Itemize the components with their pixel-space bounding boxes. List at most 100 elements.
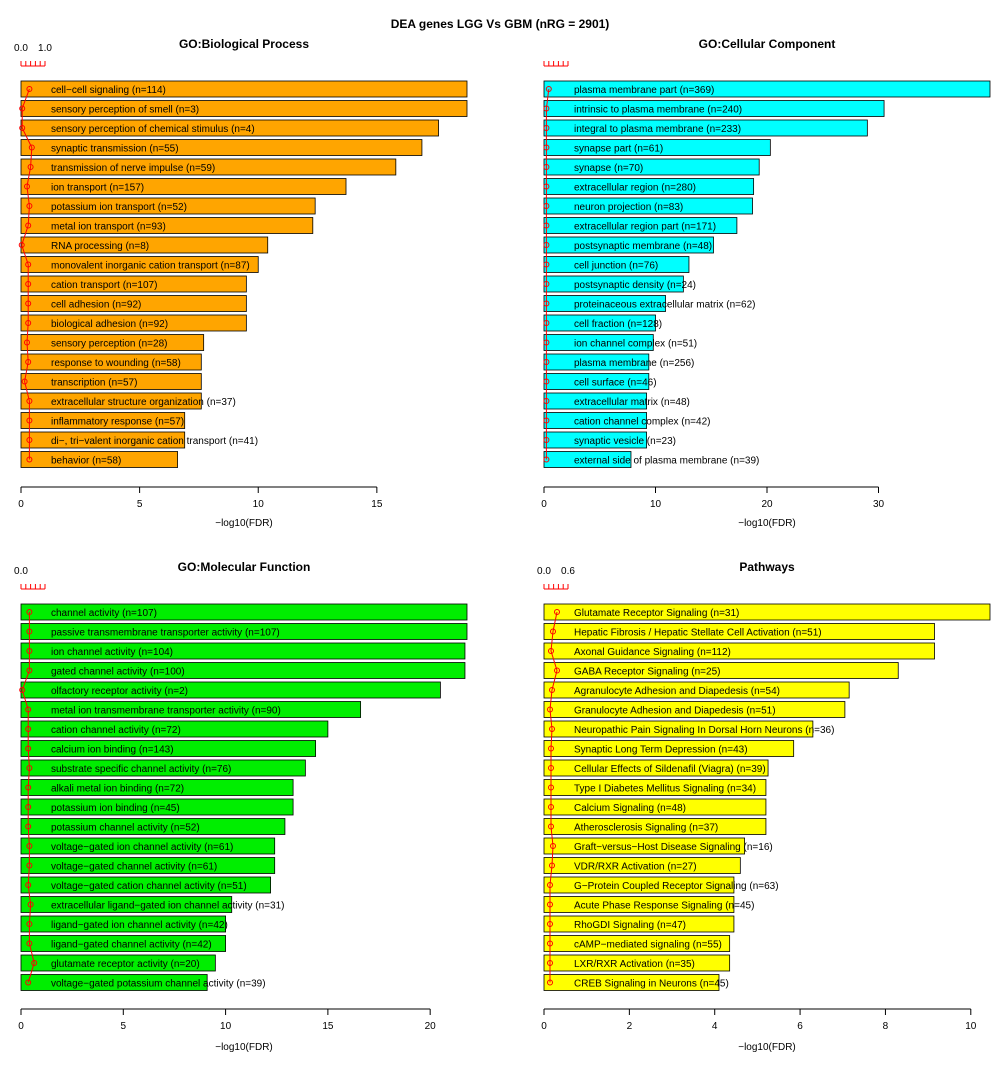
bar-label: gated channel activity (n=100) <box>51 667 185 678</box>
ratio-line <box>21 88 33 460</box>
x-tick-label: 0 <box>18 499 24 510</box>
bar-label: ligand−gated channel activity (n=42) <box>51 940 212 951</box>
bar-label: glutamate receptor activity (n=20) <box>51 959 200 970</box>
ratio-line <box>545 88 550 460</box>
x-tick-label: 10 <box>965 1021 977 1032</box>
ratio-point <box>543 417 550 424</box>
ratio-line <box>21 612 35 983</box>
bar <box>543 779 767 796</box>
ratio-point <box>543 359 550 365</box>
ratio-point <box>548 823 554 830</box>
bar-label: calcium ion binding (n=143) <box>51 745 174 756</box>
ratio-point <box>26 667 33 674</box>
bar-label: intrinsic to plasma membrane (n=240) <box>574 105 742 116</box>
x-tick-label: 15 <box>371 499 383 510</box>
ratio-point <box>543 125 550 131</box>
bar-label: channel activity (n=107) <box>51 608 157 619</box>
bar-label: postsynaptic membrane (n=48) <box>574 241 712 252</box>
ratio-point <box>25 281 32 287</box>
ratio-point <box>549 687 555 693</box>
bar <box>20 837 276 855</box>
x-tick-label: 0 <box>541 1021 547 1032</box>
bar <box>20 759 306 777</box>
bar <box>20 217 314 234</box>
ratio-point <box>548 745 554 752</box>
bar <box>20 80 468 98</box>
ratio-point <box>25 261 32 268</box>
ratio-point <box>28 144 35 151</box>
bar-label: neuron projection (n=83) <box>574 202 683 213</box>
ratio-point <box>27 901 34 908</box>
panel-title: GO:Molecular Function <box>178 560 311 574</box>
ratio-point <box>547 960 553 966</box>
bar-label: CREB Signaling in Neurons (n=45) <box>574 979 729 990</box>
bar-label: ion channel activity (n=104) <box>51 647 173 658</box>
ratio-point <box>27 164 34 170</box>
ratio-point <box>24 339 30 346</box>
bar <box>543 915 735 933</box>
bar <box>543 759 769 777</box>
x-tick-label: 0 <box>541 499 547 510</box>
bar-label: substrate specific channel activity (n=7… <box>51 764 231 775</box>
bar <box>20 720 329 738</box>
bar-label: metal ion transport (n=93) <box>51 222 166 233</box>
ratio-point <box>549 726 555 732</box>
bar-label: GABA Receptor Signaling (n=25) <box>574 667 720 678</box>
bar <box>543 896 735 913</box>
x-tick-label: 20 <box>761 499 773 510</box>
ratio-point <box>26 456 33 463</box>
bar-label: cation channel activity (n=72) <box>51 725 181 736</box>
bar-label: olfactory receptor activity (n=2) <box>51 686 188 697</box>
bar <box>543 837 745 855</box>
bar <box>20 857 276 874</box>
bar <box>543 857 741 874</box>
ratio-line <box>549 611 558 983</box>
bar-label: extracellular region (n=280) <box>574 183 696 194</box>
bar-label: Neuropathic Pain Signaling In Dorsal Hor… <box>574 725 834 736</box>
ratio-point <box>26 609 33 615</box>
ratio-scale-label: 1.0 <box>38 43 52 54</box>
bar-label: extracellular ligand−gated ion channel a… <box>51 901 284 912</box>
x-tick-label: 10 <box>253 499 265 510</box>
bar <box>20 915 226 933</box>
bar-label: Acute Phase Response Signaling (n=45) <box>574 901 754 912</box>
ratio-point <box>543 398 550 404</box>
ratio-point <box>25 222 32 229</box>
ratio-point <box>548 784 554 791</box>
bar <box>20 100 468 117</box>
ratio-point <box>543 378 550 385</box>
ratio-point <box>26 628 33 635</box>
bar <box>20 275 247 293</box>
bar <box>543 642 935 660</box>
bar-label: biological adhesion (n=92) <box>51 319 168 330</box>
bar <box>20 623 468 640</box>
ratio-point <box>26 417 33 424</box>
bar-label: response to wounding (n=58) <box>51 358 181 369</box>
bar <box>20 974 208 991</box>
bar-label: potassium ion transport (n=52) <box>51 202 187 213</box>
x-tick-label: 10 <box>650 499 662 510</box>
bar <box>20 412 186 429</box>
ratio-point <box>547 921 553 927</box>
ratio-point <box>543 320 550 326</box>
ratio-point <box>25 706 32 713</box>
ratio-point <box>543 105 550 112</box>
bar-label: transmission of nerve impulse (n=59) <box>51 163 215 174</box>
ratio-point <box>26 398 33 404</box>
bar-label: synapse (n=70) <box>574 163 643 174</box>
bar-label: Type I Diabetes Mellitus Signaling (n=34… <box>574 784 756 795</box>
x-tick-label: 8 <box>883 1021 889 1032</box>
ratio-point <box>24 183 30 190</box>
bar-label: plasma membrane part (n=369) <box>574 85 714 96</box>
bar-label: synaptic vesicle (n=23) <box>574 436 676 447</box>
bar-label: Graft−versus−Host Disease Signaling (n=1… <box>574 842 773 853</box>
ratio-point <box>26 203 33 209</box>
bar-label: LXR/RXR Activation (n=35) <box>574 959 695 970</box>
bar-label: voltage−gated channel activity (n=61) <box>51 862 217 873</box>
ratio-point <box>554 667 560 674</box>
bar <box>20 392 202 410</box>
bar-label: extracellular matrix (n=48) <box>574 397 690 408</box>
ratio-point <box>26 86 33 92</box>
ratio-point <box>25 804 32 810</box>
bar-label: Agranulocyte Adhesion and Diapedesis (n=… <box>574 686 780 697</box>
